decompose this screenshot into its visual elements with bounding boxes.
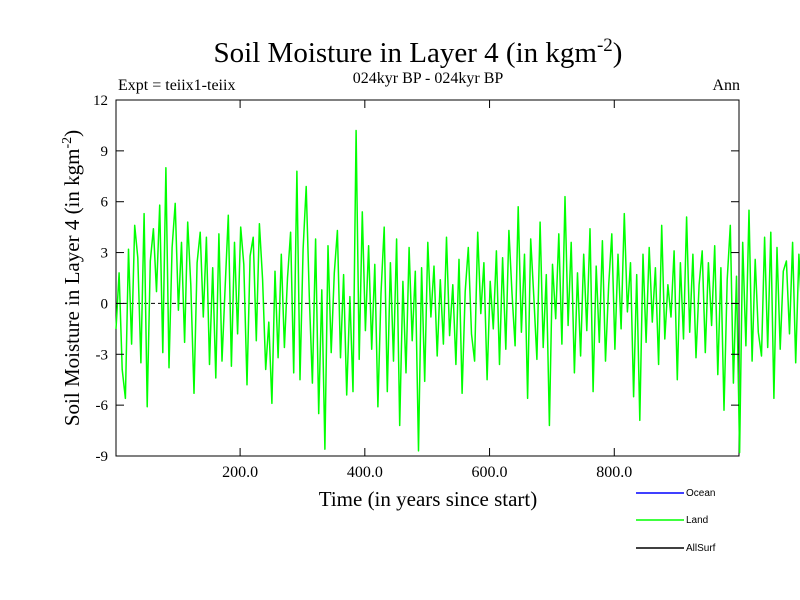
- y-axis: -9 -6 -3 0 3 6 9 12: [93, 93, 739, 465]
- legend: Ocean Land AllSurf: [636, 488, 716, 554]
- y-axis-label-superscript: -2: [60, 137, 75, 149]
- legend-label-ocean: Ocean: [686, 488, 715, 499]
- x-axis: 200.0 400.0 600.0 800.0: [222, 100, 632, 481]
- x-tick-label: 200.0: [222, 464, 258, 481]
- chart-subtitle: 024kyr BP - 024kyr BP: [353, 70, 504, 87]
- chart-title: Soil Moisture in Layer 4 (in kgm-2): [214, 35, 623, 69]
- y-tick-label: 3: [101, 246, 109, 262]
- x-axis-label: Time (in years since start): [319, 487, 538, 511]
- y-tick-label: -9: [96, 449, 109, 465]
- y-tick-label: 0: [101, 296, 109, 312]
- chart-title-superscript: -2: [597, 35, 613, 56]
- series-line-land: [115, 129, 800, 454]
- x-tick-label: 800.0: [596, 464, 632, 481]
- legend-label-allsurf: AllSurf: [686, 543, 716, 554]
- y-tick-label: 9: [101, 144, 109, 160]
- y-tick-label: 6: [101, 195, 109, 211]
- y-axis-label: Soil Moisture in Layer 4 (in kgm-2): [60, 130, 84, 426]
- season-label: Ann: [712, 77, 740, 94]
- y-tick-label: 12: [93, 93, 108, 109]
- x-tick-label: 400.0: [347, 464, 383, 481]
- y-tick-label: -3: [96, 347, 109, 363]
- y-tick-label: -6: [96, 398, 109, 414]
- experiment-label: Expt = teiix1-teiix: [118, 77, 235, 94]
- legend-label-land: Land: [686, 515, 708, 526]
- plot-area: [115, 99, 740, 457]
- x-tick-label: 600.0: [472, 464, 508, 481]
